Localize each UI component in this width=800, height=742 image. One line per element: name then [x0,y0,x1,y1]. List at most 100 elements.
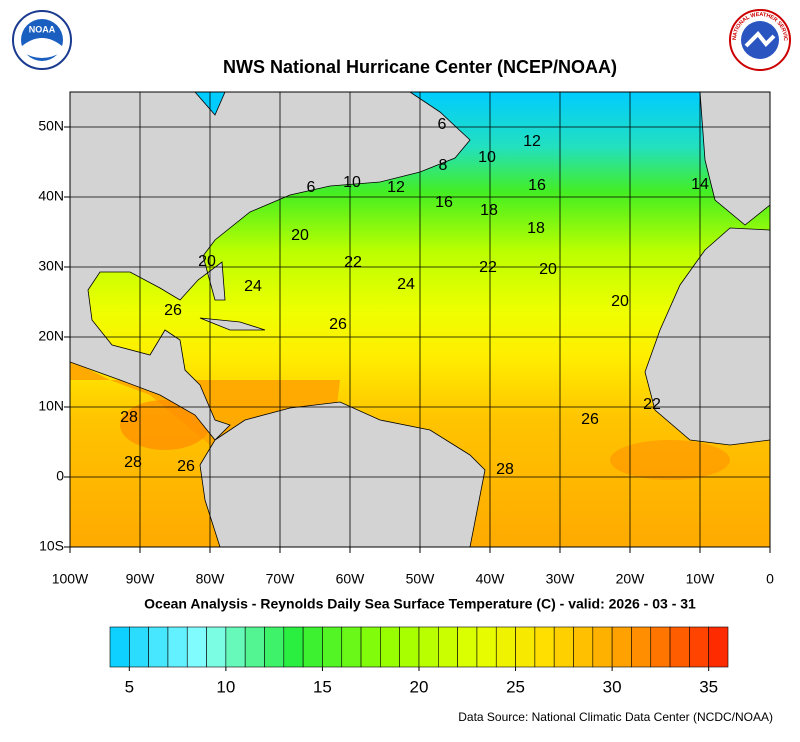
contour-label: 20 [291,227,309,244]
colorbar-box [380,626,400,668]
contour-label: 24 [397,276,415,293]
contour-label: 22 [479,259,497,276]
colorbar-box [438,626,458,668]
data-source: Data Source: National Climatic Data Cent… [458,710,773,724]
x-tick-label: 100W [52,571,89,587]
y-tick-label: 50N [38,118,64,134]
y-tick-label: 40N [38,188,64,204]
y-tick-label: 10N [38,398,64,414]
x-tick-label: 80W [196,571,226,587]
contour-label: 20 [611,293,629,310]
colorbar-label: 20 [410,677,429,696]
contour-label: 26 [581,411,599,428]
contour-label: 28 [496,461,514,478]
colorbar-box [341,626,362,668]
colorbar-box [244,626,265,668]
colorbar-box [689,626,709,668]
colorbar-box [264,626,285,668]
nws-logo-text: NATIONAL WEATHER SERVICE [0,0,788,41]
map: 6 12 8 10 16 14 6 10 12 16 18 18 20 20 22 22 24 24 20 26 26 2… [70,92,770,547]
graticule [70,92,770,547]
x-tick-label: 90W [126,571,156,587]
contour-label: 16 [528,177,546,194]
contour-label: 12 [523,133,541,150]
y-tick-label: 10S [39,538,64,554]
colorbar-box [457,626,478,668]
contour-label: 20 [198,253,216,270]
colorbar-label: 35 [699,677,718,696]
y-tick-label: 20N [38,328,64,344]
colorbar-box [302,626,323,668]
noaa-logo: NOAA [12,10,72,70]
colorbar-box [399,626,420,668]
colorbar-label: 5 [125,677,134,696]
y-tick-label: 0 [56,468,64,484]
contour-label: 8 [439,157,448,174]
colorbar-box [322,626,343,668]
contour-label: 26 [329,316,347,333]
colorbar-box [476,626,497,668]
colorbar-box [129,626,149,668]
contour-label: 10 [478,149,496,166]
contour-label: 6 [438,116,447,133]
contour-label: 28 [120,409,138,426]
colorbar-label: 15 [313,677,332,696]
warm-pool [610,440,730,480]
x-tick-label: 50W [406,571,436,587]
x-tick-label: 0 [766,571,774,587]
colorbar-box [592,626,613,668]
contour-label: 22 [643,396,661,413]
axes: 100W 90W 80W 70W 60W 50W 40W 30W 20W 10W 0 50N 40N 30… [38,118,774,587]
colorbar-box [534,626,555,668]
contour-label: 12 [387,179,405,196]
title: NWS National Hurricane Center (NCEP/NOAA… [223,57,617,77]
colorbar-label: 10 [216,677,235,696]
x-tick-label: 70W [266,571,296,587]
colorbar-box [650,626,671,668]
noaa-logo-text: NOAA [29,24,56,34]
contour-label: 26 [164,302,182,319]
warm-pool [120,400,210,450]
contour-label: 18 [527,220,545,237]
colorbar: 5 10 15 20 25 30 35 [109,626,729,696]
contour-label: 26 [177,458,195,475]
colorbar-box [148,626,169,668]
x-tick-label: 60W [336,571,366,587]
colorbar-box [708,626,729,668]
contour-labels: 6 12 8 10 16 14 6 10 12 16 18 18 20 20 22 22 24 24 20 26 26 2… [120,116,709,478]
colorbar-box [669,626,690,668]
colorbar-box [553,626,574,668]
contour-label: 28 [124,454,142,471]
contour-label: 16 [435,194,453,211]
x-tick-label: 40W [476,571,506,587]
contour-label: 6 [307,179,316,196]
colorbar-box [167,626,188,668]
land [70,92,770,547]
colorbar-box [515,626,536,668]
nws-logo-arc: NATIONAL WEATHER SERVICE [0,0,788,41]
colorbar-box [631,626,652,668]
contour-label: 14 [691,176,709,193]
colorbar-box [206,626,227,668]
colorbar-box [418,626,439,668]
x-tick-label: 30W [546,571,576,587]
x-tick-label: 10W [686,571,716,587]
colorbar-box [225,626,246,668]
colorbar-box [283,626,304,668]
colorbar-box [611,626,632,668]
x-tick-label: 20W [616,571,646,587]
colorbar-label: 30 [603,677,622,696]
contour-label: 20 [539,261,557,278]
contour-label: 10 [343,174,361,191]
colorbar-label: 25 [506,677,525,696]
y-tick-label: 30N [38,258,64,274]
colorbar-box [109,626,130,668]
contour-label: 18 [480,202,498,219]
contour-label: 24 [244,278,262,295]
colorbar-box [360,626,381,668]
colorbar-box [495,626,516,668]
colorbar-box [186,626,207,668]
subtitle: Ocean Analysis - Reynolds Daily Sea Surf… [144,596,696,612]
contour-label: 22 [344,254,362,271]
